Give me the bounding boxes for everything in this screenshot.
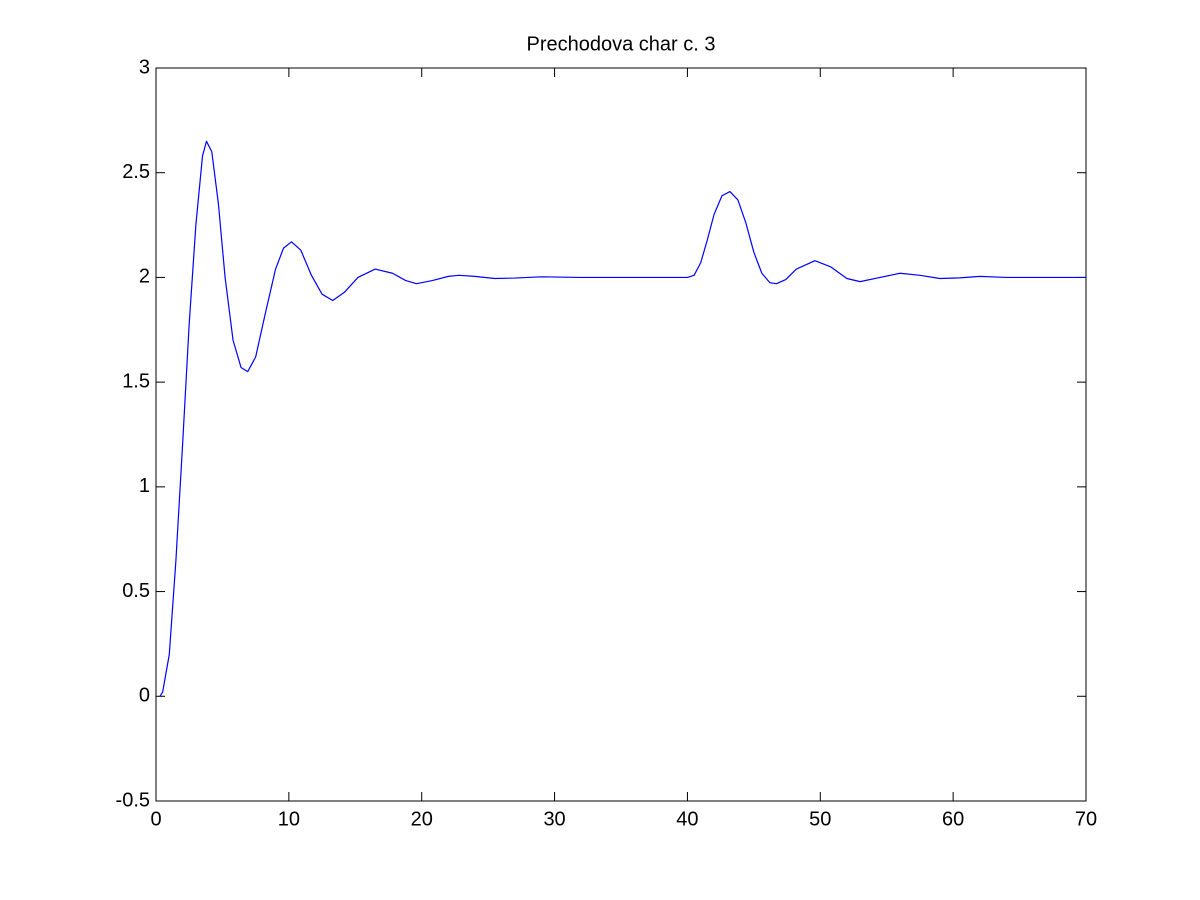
y-tick-label: -0.5 <box>116 789 150 811</box>
y-tick-label: 2.5 <box>122 161 150 183</box>
x-tick-label: 10 <box>278 808 300 830</box>
y-tick-label: 0 <box>139 685 150 707</box>
x-tick-label: 70 <box>1075 808 1097 830</box>
x-tick-label: 30 <box>543 808 565 830</box>
data-line <box>159 140 1086 697</box>
x-tick-label: 50 <box>809 808 831 830</box>
y-tick-label: 2 <box>139 266 150 288</box>
y-tick-label: 1 <box>139 475 150 497</box>
x-tick-label: 20 <box>411 808 433 830</box>
plot-area <box>155 67 1087 802</box>
y-tick-label: 1.5 <box>122 370 150 392</box>
x-tick-label: 60 <box>942 808 964 830</box>
x-tick-label: 0 <box>150 808 161 830</box>
y-tick-label: 3 <box>139 56 150 78</box>
y-tick-label: 0.5 <box>122 580 150 602</box>
x-tick-label: 40 <box>676 808 698 830</box>
chart-title: Prechodova char c. 3 <box>527 33 716 55</box>
